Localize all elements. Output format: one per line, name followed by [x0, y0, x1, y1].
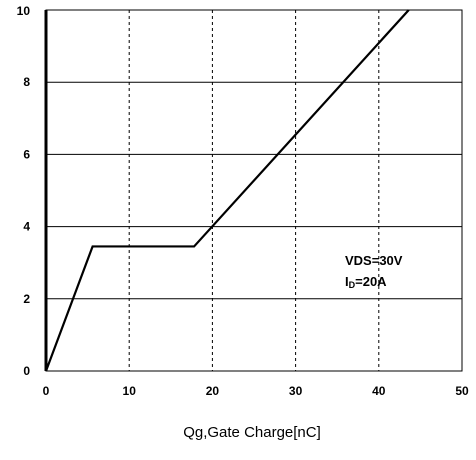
series-line	[44, 9, 410, 372]
x-tick-label: 40	[372, 384, 386, 398]
annotation-vds: VDS=30V	[345, 253, 403, 268]
tick-labels: 0 10 20 30 40 50 0 2 4 6 8 10	[17, 4, 469, 398]
x-tick-label: 50	[455, 384, 469, 398]
y-tick-label: 6	[23, 147, 30, 161]
annotation-id-main: I	[345, 274, 349, 289]
y-tick-label: 4	[23, 220, 30, 234]
y-tick-label: 2	[23, 292, 30, 306]
y-tick-label: 0	[23, 364, 30, 378]
y-tick-label: 10	[17, 4, 31, 18]
x-tick-label: 0	[43, 384, 50, 398]
x-tick-label: 30	[289, 384, 303, 398]
y-tick-label: 8	[23, 75, 30, 89]
grid-layer	[46, 10, 462, 371]
x-axis-label: Qg,Gate Charge[nC]	[183, 424, 321, 441]
series-layer	[44, 9, 410, 372]
annotation-id-tail: =20A	[355, 274, 387, 289]
x-tick-label: 20	[206, 384, 220, 398]
x-tick-label: 10	[123, 384, 137, 398]
plot-frame	[45, 9, 463, 372]
annotation-id-sub: D	[349, 280, 356, 290]
annotation-id: ID=20A	[345, 274, 387, 290]
